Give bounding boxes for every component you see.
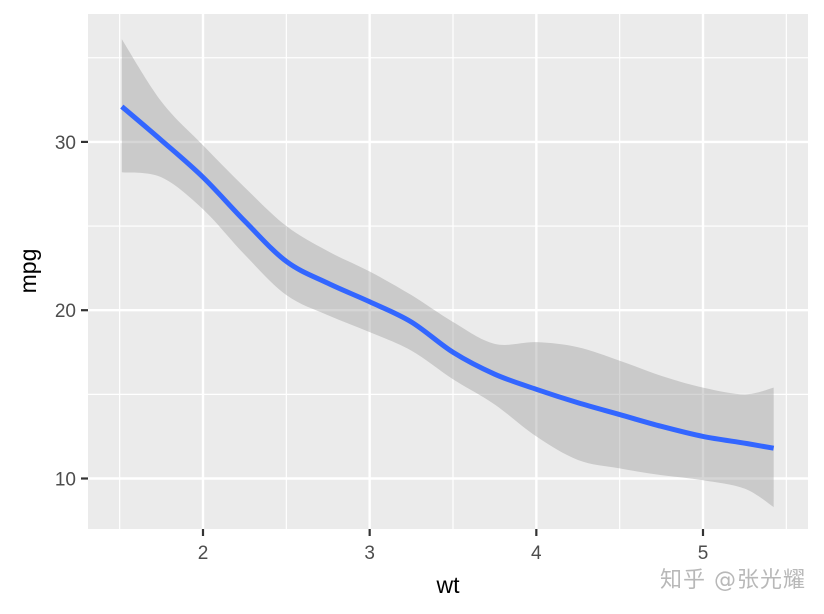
x-axis: 2 3 4 5 xyxy=(198,529,709,564)
x-axis-title: wt xyxy=(436,572,461,598)
loess-fit-line xyxy=(120,104,775,451)
y-tick-label: 30 xyxy=(55,133,76,154)
plot-panel xyxy=(88,14,808,529)
y-tick-label: 10 xyxy=(55,470,76,491)
grid-minor xyxy=(88,14,808,529)
x-tick-label: 4 xyxy=(531,543,542,564)
watermark: 知乎 @张光耀 xyxy=(660,568,806,593)
y-axis-title: mpg xyxy=(15,249,41,294)
y-tick-label: 20 xyxy=(55,301,76,322)
x-tick-label: 5 xyxy=(698,543,709,564)
grid-major xyxy=(88,14,808,529)
x-tick-label: 2 xyxy=(198,543,209,564)
x-tick-label: 3 xyxy=(364,543,375,564)
confidence-band xyxy=(121,39,774,508)
y-axis: 10 20 30 xyxy=(55,133,88,491)
